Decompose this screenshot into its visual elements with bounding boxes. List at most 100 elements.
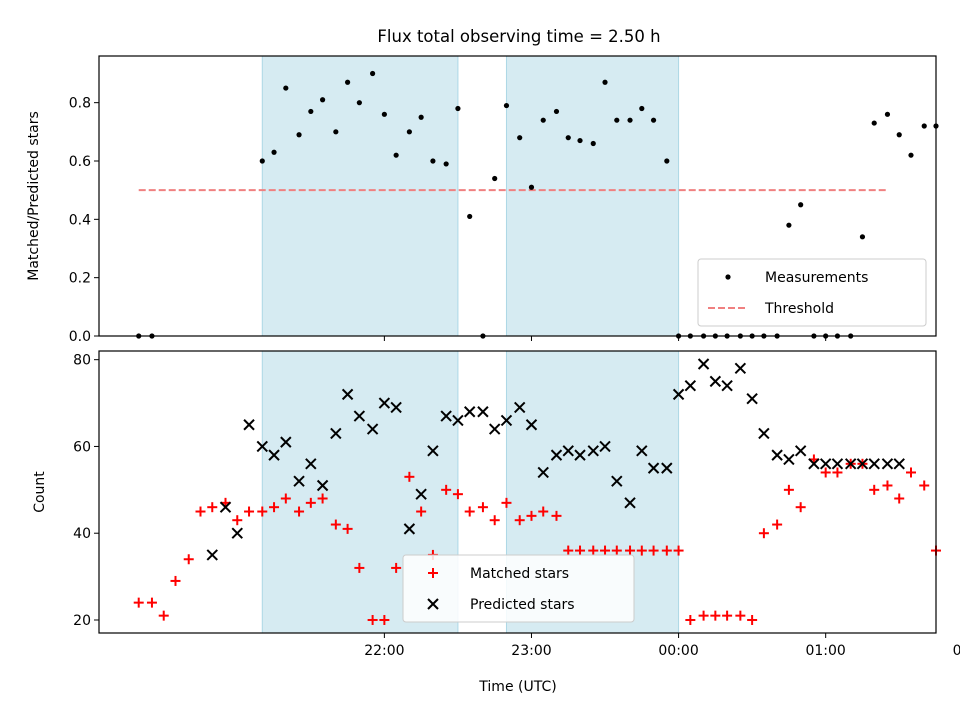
predicted-star-marker [305, 458, 317, 470]
measurement-point [627, 117, 633, 123]
y-axis-label: Count [32, 471, 48, 513]
marker-stroke [758, 427, 770, 440]
marker-stroke [293, 475, 305, 487]
measurement-point [565, 135, 571, 141]
measurement-point [406, 129, 412, 135]
measurement-point [296, 132, 302, 138]
chart-title: Flux total observing time = 2.50 h [377, 27, 660, 46]
matched-star-marker [305, 497, 316, 508]
marker-stroke [574, 449, 586, 461]
matched-star-marker [673, 545, 684, 556]
measurement-point [271, 149, 277, 155]
predicted-star-marker [440, 410, 452, 422]
predicted-star-marker [599, 440, 611, 453]
measurement-point [333, 129, 339, 135]
predicted-star-marker [624, 497, 636, 509]
matched-star-marker [207, 502, 218, 513]
measurement-point [443, 161, 449, 167]
y-tick-label: 0.0 [69, 329, 91, 345]
predicted-star-marker [427, 445, 439, 457]
measurement-point [602, 79, 608, 85]
legend-label: Measurements [765, 270, 868, 286]
marker-stroke [746, 393, 758, 405]
marker-stroke [488, 423, 501, 435]
predicted-star-marker [574, 449, 586, 461]
predicted-star-marker [783, 453, 795, 466]
marker-stroke [500, 414, 513, 427]
marker-stroke [831, 458, 844, 470]
matched-star-marker [464, 506, 475, 517]
predicted-star-marker [856, 458, 869, 470]
predicted-star-marker [378, 397, 391, 409]
predicted-star-marker [415, 488, 427, 500]
predicted-star-marker [293, 475, 305, 487]
predicted-star-marker [316, 479, 329, 492]
measurement-point [430, 158, 436, 164]
measurement-point [884, 111, 891, 117]
matched-star-marker [735, 610, 746, 621]
matched-star-marker [526, 510, 537, 521]
matched-star-marker [919, 480, 930, 491]
marker-stroke [771, 449, 783, 461]
marker-stroke [550, 449, 563, 461]
marker-stroke [587, 445, 599, 457]
legend-label: Predicted stars [470, 597, 575, 613]
marker-stroke [661, 462, 673, 474]
y-tick-label: 80 [73, 353, 91, 369]
matched-star-marker [710, 610, 721, 621]
predicted-star-marker [771, 449, 783, 461]
matched-star-marker [894, 493, 905, 504]
matched-star-marker [820, 467, 831, 478]
measurement-point [786, 222, 792, 228]
marker-stroke [525, 419, 538, 431]
marker-stroke [280, 436, 292, 448]
predicted-star-marker [256, 440, 268, 453]
marker-stroke [378, 397, 391, 409]
predicted-star-marker [513, 401, 526, 414]
predicted-star-marker [868, 458, 880, 470]
matched-star-marker [501, 497, 512, 508]
matched-star-marker [170, 575, 181, 586]
predicted-star-marker [611, 475, 623, 487]
matched-star-marker [158, 610, 169, 621]
predicted-star-marker [647, 462, 660, 474]
predicted-star-marker [206, 549, 218, 561]
marker-stroke [415, 488, 427, 500]
y-tick-label: 0.6 [69, 154, 91, 170]
matched-star-marker [294, 506, 305, 517]
matched-star-marker [452, 489, 463, 500]
predicted-star-marker [537, 466, 549, 479]
marker-stroke [794, 445, 807, 457]
predicted-star-marker [672, 388, 685, 401]
predicted-star-marker [562, 445, 574, 457]
legend-label: Threshold [764, 301, 834, 317]
matched-star-marker [636, 545, 647, 556]
legend-marker-x [427, 598, 439, 610]
matched-star-marker [563, 545, 574, 556]
marker-stroke [316, 479, 329, 492]
matched-star-marker [772, 519, 783, 530]
marker-stroke [353, 410, 366, 422]
marker-stroke [477, 406, 489, 418]
predicted-star-marker [734, 362, 747, 375]
predicted-star-marker [488, 423, 501, 435]
matched-star-marker [183, 554, 194, 565]
matched-star-marker [269, 502, 280, 513]
matched-star-marker [244, 506, 255, 517]
predicted-star-marker [219, 501, 232, 513]
measurement-point [344, 79, 351, 85]
marker-stroke [330, 427, 342, 440]
marker-stroke [672, 388, 685, 401]
matched-star-marker [257, 506, 268, 517]
predicted-star-marker [280, 436, 292, 448]
measurement-point [517, 135, 523, 141]
predicted-star-marker [587, 445, 599, 457]
predicted-star-marker [366, 423, 379, 435]
marker-stroke [305, 458, 317, 470]
marker-stroke [219, 501, 232, 513]
measurement-point [540, 117, 546, 123]
matched-star-marker [195, 506, 206, 517]
marker-stroke [562, 445, 574, 457]
matched-star-marker [477, 502, 488, 513]
matched-star-marker [489, 515, 500, 526]
